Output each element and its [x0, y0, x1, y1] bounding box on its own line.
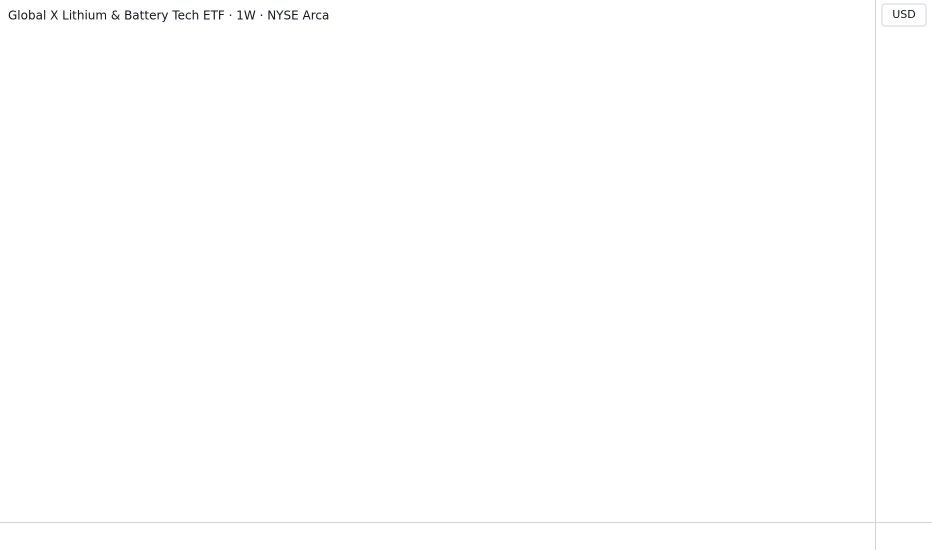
chart-title: Global X Lithium & Battery Tech ETF · 1W… — [8, 9, 329, 23]
currency-box[interactable] — [881, 3, 927, 27]
currency[interactable]: USD — [892, 8, 916, 21]
